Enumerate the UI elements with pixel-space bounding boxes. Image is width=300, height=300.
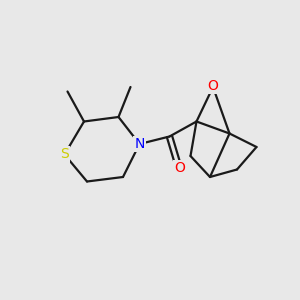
Text: O: O bbox=[208, 79, 218, 92]
Text: S: S bbox=[60, 148, 69, 161]
Text: N: N bbox=[134, 137, 145, 151]
Text: O: O bbox=[175, 161, 185, 175]
